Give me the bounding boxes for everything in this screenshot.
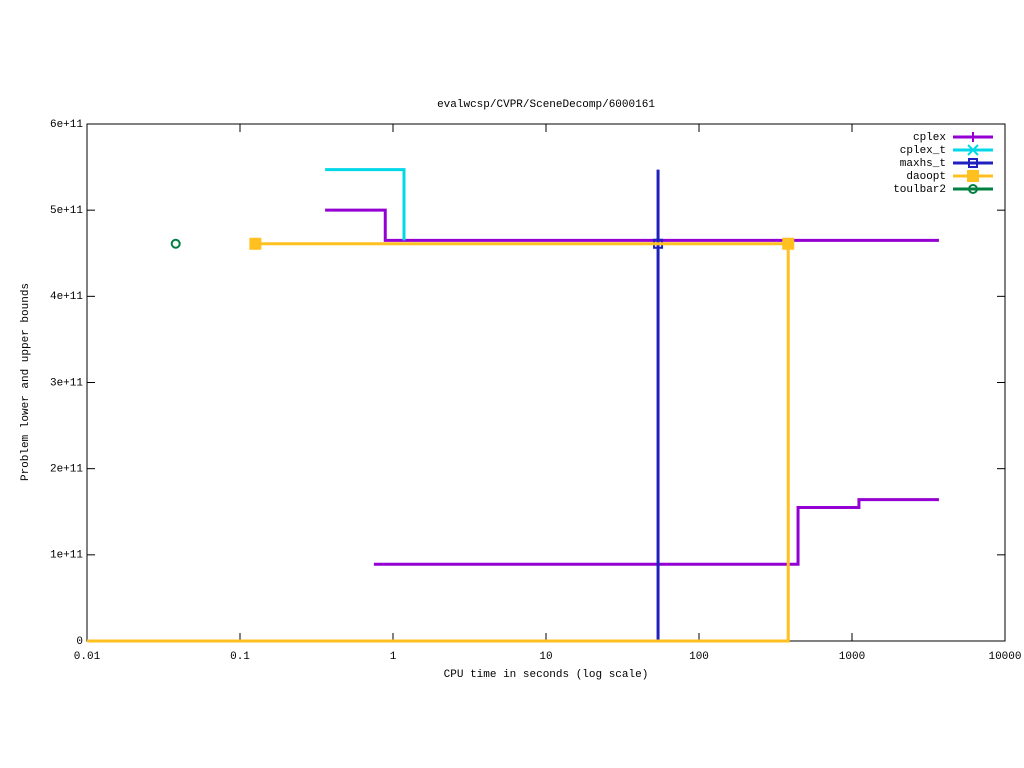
legend-label: daoopt bbox=[906, 171, 946, 183]
legend-marker bbox=[968, 184, 978, 194]
legend-marker bbox=[968, 132, 978, 142]
y-tick-label: 1e+11 bbox=[50, 550, 83, 562]
x-tick-label: 1 bbox=[390, 651, 397, 663]
series-line bbox=[325, 208, 939, 566]
x-tick-label: 0.01 bbox=[74, 651, 101, 663]
x-tick-label: 1000 bbox=[839, 651, 865, 663]
legend-label: toulbar2 bbox=[893, 184, 946, 196]
x-tick-label: 0.1 bbox=[230, 651, 250, 663]
series-point bbox=[170, 238, 181, 249]
x-tick-label: 100 bbox=[689, 651, 709, 663]
legend-marker bbox=[967, 144, 979, 156]
legend-marker bbox=[967, 170, 979, 182]
series-line bbox=[87, 242, 790, 643]
x-tick-label: 10000 bbox=[988, 651, 1021, 663]
y-tick-label: 4e+11 bbox=[50, 291, 83, 303]
series-line bbox=[325, 168, 406, 241]
y-axis-label: Problem lower and upper bounds bbox=[20, 283, 32, 481]
chart-title: evalwcsp/CVPR/SceneDecomp/6000161 bbox=[437, 99, 655, 111]
y-tick-label: 2e+11 bbox=[50, 464, 83, 476]
legend-label: maxhs_t bbox=[900, 158, 946, 170]
series-point bbox=[782, 237, 795, 250]
x-tick-label: 10 bbox=[539, 651, 552, 663]
legend-label: cplex bbox=[913, 132, 946, 144]
legend-marker bbox=[968, 158, 978, 168]
x-axis-label: CPU time in seconds (log scale) bbox=[444, 669, 649, 681]
series-point bbox=[249, 237, 262, 250]
legend-label: cplex_t bbox=[900, 145, 946, 157]
y-tick-label: 6e+11 bbox=[50, 119, 83, 131]
y-tick-label: 0 bbox=[76, 636, 83, 648]
y-tick-label: 3e+11 bbox=[50, 377, 83, 389]
y-tick-label: 5e+11 bbox=[50, 205, 83, 217]
